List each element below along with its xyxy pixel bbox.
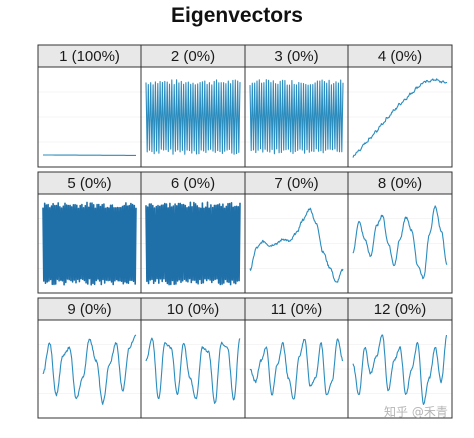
facet-panel: 9 (0%) [37, 297, 142, 419]
series-line [249, 79, 344, 155]
facet-panel: 5 (0%) [37, 171, 142, 294]
panel-label: 2 (0%) [171, 48, 215, 65]
facet-panel: 8 (0%) [347, 171, 453, 294]
series-line [249, 207, 344, 283]
series-line [249, 338, 344, 400]
panel-label: 5 (0%) [67, 175, 111, 192]
facet-panel: 7 (0%) [244, 171, 349, 294]
facet-panel: 3 (0%) [244, 44, 349, 168]
panel-label: 4 (0%) [378, 48, 422, 65]
facet-panel: 6 (0%) [140, 171, 246, 294]
panel-label: 1 (100%) [59, 48, 120, 65]
facet-panel: 1 (100%) [37, 44, 142, 168]
chart-title: Eigenvectors [171, 4, 303, 27]
panel-border [347, 319, 453, 419]
facet-panel: 12 (0%) [347, 297, 453, 419]
series-line [145, 79, 241, 155]
facet-panel: 11 (0%) [244, 297, 349, 419]
facet-panel: 2 (0%) [140, 44, 246, 168]
facet-panel: 4 (0%) [347, 44, 453, 168]
series-line [352, 334, 448, 405]
facet-panel: 10 (0%) [140, 297, 246, 419]
panel-label: 6 (0%) [171, 175, 215, 192]
panel-label: 12 (0%) [374, 301, 427, 318]
panel-label: 9 (0%) [67, 301, 111, 318]
panel-label: 11 (0%) [271, 301, 322, 318]
panel-label: 7 (0%) [274, 175, 318, 192]
series-line [145, 337, 241, 404]
series-line [42, 201, 137, 286]
series-line [42, 334, 137, 405]
series-line [145, 201, 241, 286]
panel-label: 10 (0%) [167, 301, 220, 318]
series-line [352, 78, 447, 158]
series-line [352, 205, 448, 280]
panel-border [347, 66, 453, 168]
panel-label: 3 (0%) [274, 48, 318, 65]
panel-border [347, 193, 453, 294]
watermark: 知乎 @禾青 [384, 405, 448, 419]
panel-label: 8 (0%) [378, 175, 422, 192]
